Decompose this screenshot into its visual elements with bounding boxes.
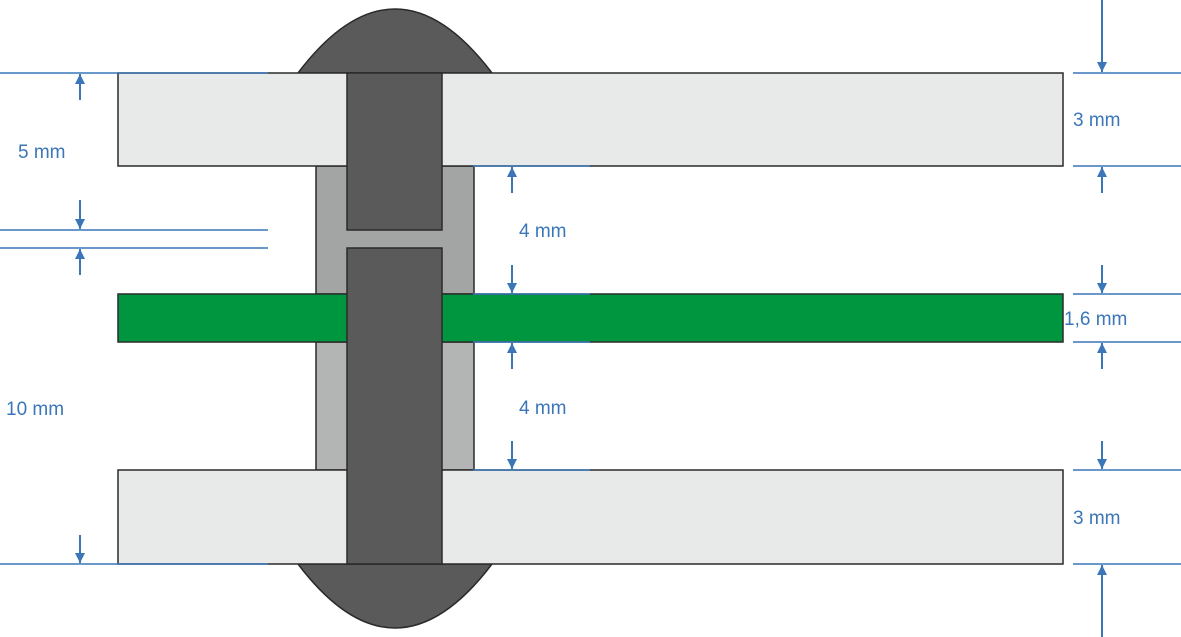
dimension-label-gap-top: 4 mm bbox=[519, 221, 567, 242]
pcb-board bbox=[117, 293, 1064, 343]
extension-lines bbox=[0, 72, 1181, 565]
rivet-bottom-head bbox=[296, 563, 494, 629]
dimension-label-plate-bottom: 3 mm bbox=[1073, 508, 1121, 529]
dimension-label-gap-bottom: 4 mm bbox=[519, 398, 567, 419]
bottom-plate bbox=[117, 469, 1064, 565]
label-bg-left-top bbox=[14, 138, 74, 164]
rivet-top-head bbox=[296, 8, 494, 74]
dimension-arrows bbox=[75, 0, 1107, 637]
dimension-label-plate-top: 3 mm bbox=[1073, 110, 1121, 131]
rivet-top-shaft bbox=[346, 72, 443, 231]
rivet-bottom-shaft bbox=[346, 247, 443, 565]
top-plate bbox=[117, 72, 1064, 167]
dimension-label-left-top: 5 mm bbox=[18, 142, 66, 163]
dimension-label-left-bottom: 10 mm bbox=[6, 399, 64, 420]
dimension-label-pcb: 1,6 mm bbox=[1064, 309, 1127, 330]
label-bg-left-bottom bbox=[3, 395, 79, 421]
